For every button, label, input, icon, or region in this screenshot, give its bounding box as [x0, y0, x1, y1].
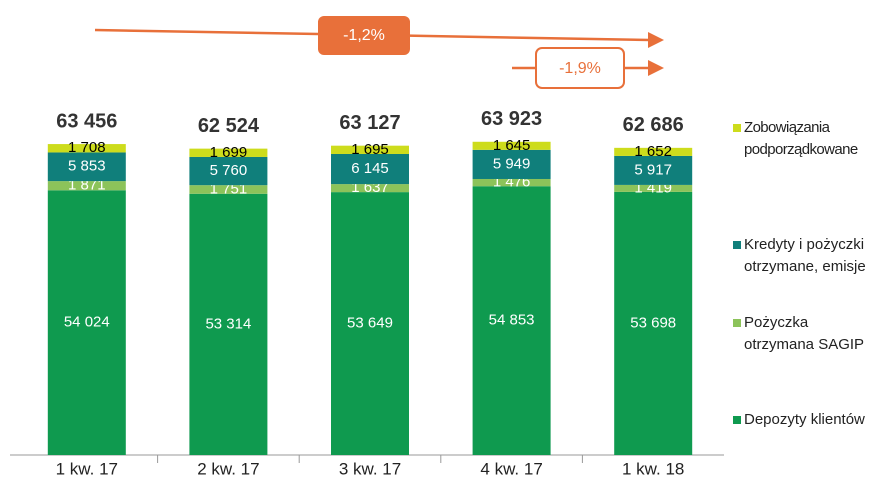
value-label: 53 698 — [630, 314, 676, 331]
total-label: 62 686 — [623, 114, 684, 136]
total-label: 63 923 — [481, 108, 542, 130]
value-label: 5 949 — [493, 155, 531, 172]
bar-segment — [189, 156, 268, 186]
value-label: 54 024 — [64, 314, 110, 331]
total-label: 62 524 — [198, 115, 260, 137]
legend-swatch — [733, 416, 741, 424]
bar-segment — [189, 148, 268, 157]
legend-entry: Pożyczka otrzymana SAGIP — [733, 312, 868, 356]
value-label: 5 760 — [210, 162, 248, 179]
legend-swatch — [733, 241, 741, 249]
value-label: 5 917 — [634, 161, 672, 178]
bar-segment — [331, 192, 409, 455]
bar-segment — [331, 145, 409, 154]
bar-segment — [189, 185, 268, 194]
value-label: 53 314 — [205, 315, 251, 332]
bar-segment — [331, 184, 409, 193]
legend-label: Pożyczka otrzymana SAGIP — [744, 314, 865, 353]
bar-segment — [472, 149, 551, 179]
bar-segment — [614, 184, 693, 192]
value-label: 54 853 — [489, 312, 535, 329]
annotation-box — [535, 47, 625, 89]
value-label: 1 699 — [210, 144, 248, 161]
legend-swatch — [733, 124, 741, 132]
value-label: 1 695 — [351, 141, 389, 158]
bar-segment — [47, 152, 126, 182]
x-tick-label: 4 kw. 17 — [480, 459, 542, 478]
total-label: 63 456 — [56, 110, 117, 132]
x-tick-label: 3 kw. 17 — [339, 459, 401, 478]
x-tick-label: 1 kw. 18 — [622, 459, 684, 478]
value-label: 6 145 — [351, 160, 389, 177]
bar-segment — [614, 191, 693, 455]
bar-segment — [47, 144, 126, 153]
bar-segment — [472, 178, 551, 187]
annotation: -1,2% — [343, 27, 385, 44]
annotation: -1,9% — [559, 60, 601, 77]
value-label: 53 649 — [347, 315, 393, 332]
value-label: 1 708 — [68, 139, 106, 156]
legend-entry: Zobowiązania podporządkowane — [733, 117, 868, 161]
value-label: 5 853 — [68, 158, 106, 175]
legend-entry: Depozyty klientów — [733, 409, 868, 431]
arrow-head — [648, 60, 664, 76]
bar-segment — [189, 193, 268, 455]
bar-segment — [331, 153, 409, 185]
arrow-head — [648, 32, 664, 48]
bar-segment — [614, 147, 693, 156]
legend-label: Kredyty i pożyczki otrzymane, emisje — [744, 236, 866, 275]
bar-segment — [614, 155, 693, 185]
bar-segment — [47, 190, 126, 455]
legend-swatch — [733, 319, 741, 327]
bar-segment — [472, 141, 551, 150]
annotation-box — [318, 16, 410, 55]
value-label: 1 645 — [493, 137, 531, 154]
total-label: 63 127 — [339, 112, 400, 134]
bar-segment — [47, 181, 126, 191]
x-tick-label: 1 kw. 17 — [56, 459, 118, 478]
legend-label: Depozyty klientów — [744, 411, 865, 428]
legend-entry: Kredyty i pożyczki otrzymane, emisje — [733, 234, 868, 278]
bar-segment — [472, 186, 551, 455]
x-tick-label: 2 kw. 17 — [197, 459, 259, 478]
legend-label: Zobowiązania podporządkowane — [744, 119, 858, 158]
value-label: 1 652 — [634, 143, 672, 160]
